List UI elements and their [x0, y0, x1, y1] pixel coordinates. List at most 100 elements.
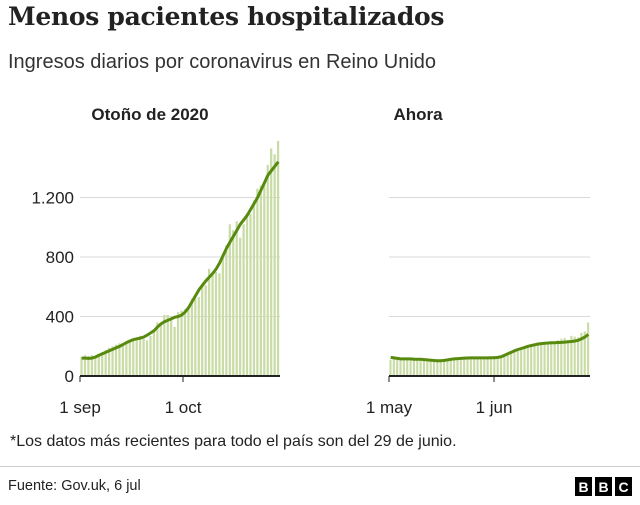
bar: [489, 357, 493, 376]
bar: [499, 357, 503, 376]
bar: [197, 297, 200, 376]
bar: [463, 357, 466, 376]
bar: [513, 350, 516, 376]
bar: [412, 359, 415, 376]
bar: [446, 358, 449, 376]
bar: [170, 319, 173, 376]
bar: [556, 340, 560, 376]
bar: [152, 331, 156, 376]
bar: [563, 338, 566, 376]
y-tick-label: 800: [46, 248, 74, 267]
y-tick-label: 1.200: [31, 189, 74, 208]
bar: [402, 360, 405, 376]
bar: [493, 355, 496, 376]
bar: [218, 273, 221, 376]
x-tick-label: 1 jun: [476, 398, 513, 417]
bar: [149, 335, 152, 376]
bar: [503, 356, 506, 376]
bar: [211, 274, 214, 376]
bar: [466, 358, 469, 376]
bar: [436, 361, 439, 376]
bar: [416, 360, 419, 376]
bar: [221, 254, 225, 376]
bar: [87, 355, 90, 376]
bar: [232, 230, 235, 376]
bar: [580, 332, 583, 376]
chart-title: Menos pacientes hospitalizados: [8, 2, 445, 31]
x-tick-label: 1 may: [366, 398, 413, 417]
average-line: [390, 333, 590, 363]
bar: [142, 338, 145, 376]
bar: [207, 268, 211, 376]
bar: [577, 337, 580, 376]
bar: [90, 355, 93, 376]
bar: [540, 343, 543, 376]
bar: [239, 237, 242, 376]
bar: [214, 271, 218, 376]
bar: [396, 358, 399, 376]
bar: [139, 335, 142, 376]
bar: [263, 182, 266, 376]
bar: [510, 352, 513, 376]
bar: [245, 213, 249, 376]
bar: [439, 360, 442, 376]
bar: [145, 340, 149, 376]
bar: [520, 347, 523, 376]
bar: [583, 331, 586, 376]
bar: [560, 338, 563, 376]
bar: [194, 298, 197, 376]
bar: [429, 361, 432, 376]
bar: [426, 359, 429, 376]
bar: [422, 360, 426, 376]
bar: [190, 298, 193, 376]
bar: [111, 346, 114, 376]
bar: [259, 185, 262, 376]
bar: [249, 213, 252, 376]
source-note: Fuente: Gov.uk, 6 jul: [8, 478, 141, 494]
bar: [553, 341, 556, 376]
bar: [453, 360, 456, 376]
bar: [406, 358, 409, 376]
bar: [473, 358, 476, 376]
bar: [128, 340, 131, 376]
y-tick-label: 400: [46, 308, 74, 327]
bar: [187, 307, 190, 376]
bar: [135, 337, 138, 376]
bar: [276, 140, 280, 376]
bar: [97, 353, 100, 376]
footnote: *Los datos más recientes para todo el pa…: [10, 433, 457, 450]
bar: [163, 315, 166, 376]
bar: [101, 352, 104, 376]
bar: [235, 221, 238, 376]
bar: [523, 348, 526, 376]
bar: [409, 358, 412, 376]
bar: [80, 356, 83, 376]
bar: [536, 344, 539, 376]
bar: [180, 310, 183, 376]
bar: [449, 359, 452, 376]
bar: [550, 343, 553, 376]
bar: [399, 359, 402, 376]
average-line: [81, 160, 280, 360]
bar: [166, 315, 169, 376]
bar: [176, 312, 180, 376]
bar: [459, 358, 462, 376]
bar: [456, 358, 459, 376]
bar: [587, 322, 590, 376]
bar: [530, 344, 533, 376]
y-tick-label: 0: [65, 367, 74, 386]
bar: [486, 358, 489, 376]
bar: [121, 346, 125, 376]
bar: [252, 200, 256, 376]
bar: [570, 335, 573, 376]
right-panel-title: Ahora: [393, 105, 443, 124]
bar: [104, 349, 107, 376]
divider: [0, 466, 640, 467]
bar: [516, 349, 519, 376]
bar: [159, 325, 162, 376]
bar: [573, 336, 576, 376]
bar: [566, 340, 570, 376]
left-panel-title: Otoño de 2020: [91, 105, 208, 124]
bar: [94, 356, 97, 376]
